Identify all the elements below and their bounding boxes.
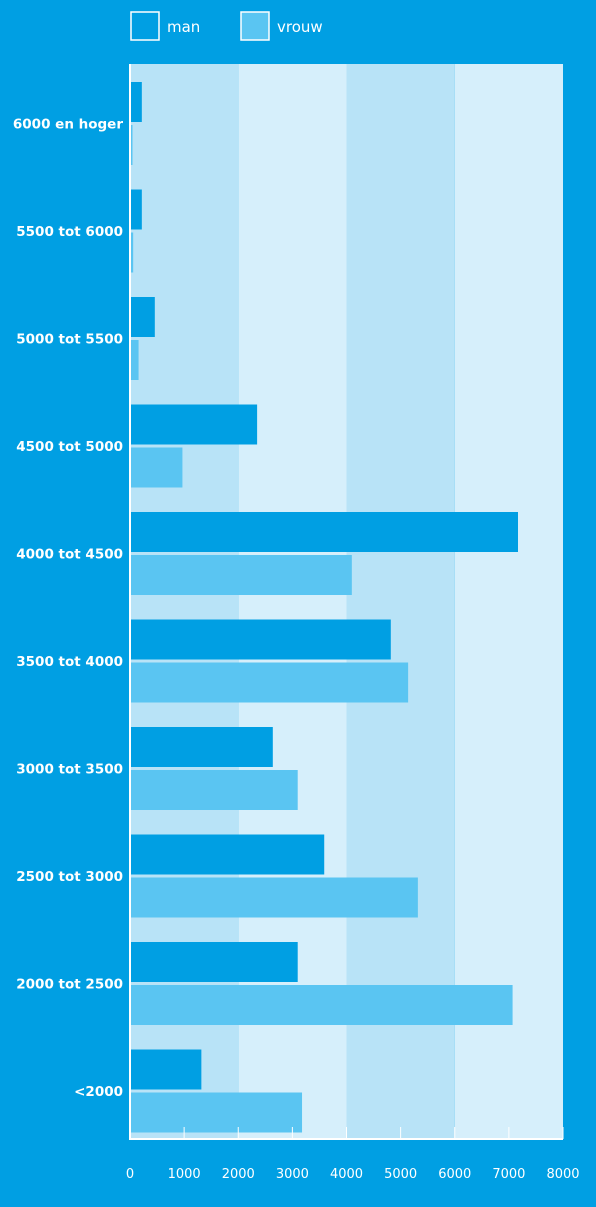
bar-man-5 — [131, 512, 518, 552]
bar-vrouw-8 — [131, 877, 418, 918]
bar-vrouw-5 — [131, 555, 352, 595]
category-label: 4500 tot 5000 — [16, 439, 123, 455]
bar-vrouw-6 — [131, 662, 409, 703]
x-tick-label: 1000 — [168, 1167, 201, 1182]
bar-vrouw-2 — [131, 232, 134, 273]
bar-man-8 — [131, 834, 325, 875]
category-label: <2000 — [74, 1084, 123, 1100]
x-tick-label: 6000 — [438, 1167, 471, 1182]
bar-man-3 — [131, 297, 155, 337]
legend-label-man: man — [167, 18, 200, 36]
legend-swatch-man — [130, 11, 160, 41]
background-band — [346, 64, 455, 1139]
category-label: 4000 tot 4500 — [16, 547, 123, 563]
bar-man-9 — [131, 942, 298, 982]
x-tick-label: 3000 — [276, 1167, 309, 1182]
category-label: 2500 tot 3000 — [16, 869, 123, 885]
bar-man-6 — [131, 619, 391, 660]
background-bands — [130, 64, 563, 1139]
category-label: 3000 tot 3500 — [16, 762, 123, 778]
category-label: 6000 en hoger — [13, 117, 123, 133]
bar-vrouw-4 — [131, 447, 183, 488]
x-tick-label: 5000 — [384, 1167, 417, 1182]
bar-vrouw-7 — [131, 770, 298, 810]
category-label: 5000 tot 5500 — [16, 332, 123, 348]
legend-label-vrouw: vrouw — [277, 18, 323, 36]
category-label: 5500 tot 6000 — [16, 224, 123, 240]
bar-man-2 — [131, 189, 142, 230]
bars — [131, 82, 518, 1133]
background-band — [454, 64, 563, 1139]
x-tick-label: 0 — [126, 1167, 134, 1182]
bar-vrouw-9 — [131, 985, 513, 1025]
x-tick-label: 8000 — [546, 1167, 579, 1182]
bar-man-10 — [131, 1049, 202, 1090]
legend-swatch-vrouw — [240, 11, 270, 41]
bar-vrouw-3 — [131, 340, 139, 380]
legend: man vrouw — [130, 11, 323, 41]
category-labels: 6000 en hoger 5500 tot 6000 5000 tot 5500 4… — [13, 117, 123, 1101]
bar-vrouw-1 — [131, 125, 133, 165]
category-label: 2000 tot 2500 — [16, 977, 123, 993]
x-tick-label: 2000 — [222, 1167, 255, 1182]
bar-man-1 — [131, 82, 142, 122]
bar-vrouw-10 — [131, 1092, 303, 1133]
x-tick-label: 7000 — [492, 1167, 525, 1182]
x-tick-label: 4000 — [330, 1167, 363, 1182]
bar-man-7 — [131, 727, 273, 767]
bar-man-4 — [131, 404, 258, 445]
category-label: 3500 tot 4000 — [16, 654, 123, 670]
x-axis: 0 1000 2000 3000 4000 5000 6000 7000 8000 — [126, 64, 580, 1182]
